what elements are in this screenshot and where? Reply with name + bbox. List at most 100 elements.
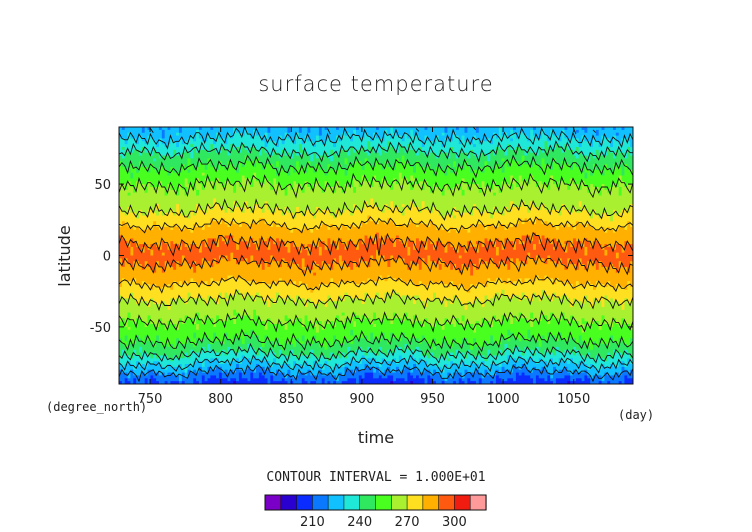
heatmap-cell: [558, 378, 563, 384]
heatmap-cell: [573, 155, 577, 162]
heatmap-cell: [247, 264, 251, 282]
heatmap-cell: [604, 286, 608, 297]
heatmap-cell: [581, 246, 586, 265]
heatmap-cell: [493, 295, 497, 317]
heatmap-cell: [561, 378, 566, 384]
heatmap-cell: [293, 246, 297, 265]
heatmap-cell: [530, 175, 534, 202]
heatmap-cell: [304, 172, 309, 182]
heatmap-cell: [124, 341, 129, 348]
heatmap-cell: [204, 304, 209, 317]
heatmap-cell: [158, 209, 163, 231]
heatmap-cell: [147, 226, 152, 251]
heatmap-cell: [324, 129, 329, 142]
heatmap-cell: [184, 366, 189, 374]
heatmap-cell: [147, 284, 152, 308]
heatmap-cell: [558, 141, 563, 148]
heatmap-cell: [136, 144, 140, 151]
heatmap-cell: [470, 361, 474, 374]
heatmap-cell: [584, 255, 588, 271]
heatmap-cell: [196, 178, 200, 191]
heatmap-cell: [173, 189, 177, 217]
heatmap-cell: [350, 146, 354, 168]
heatmap-cell: [258, 361, 263, 368]
heatmap-cell: [221, 378, 226, 384]
heatmap-cell: [258, 155, 263, 165]
heatmap-cell: [244, 332, 249, 354]
heatmap-cell: [358, 226, 363, 239]
heatmap-cell: [167, 321, 171, 348]
heatmap-cell: [407, 281, 411, 297]
heatmap-cell: [210, 129, 214, 140]
heatmap-cell: [356, 249, 360, 268]
heatmap-cell: [281, 215, 286, 225]
heatmap-cell: [276, 364, 280, 371]
heatmap-cell: [427, 209, 431, 228]
heatmap-cell: [413, 127, 417, 137]
heatmap-cell: [247, 226, 251, 248]
heatmap-cell: [130, 164, 134, 174]
heatmap-cell: [358, 338, 363, 348]
heatmap-cell: [276, 261, 280, 285]
heatmap-cell: [513, 224, 517, 251]
heatmap-cell: [621, 209, 626, 228]
heatmap-cell: [535, 375, 540, 384]
heatmap-cell: [447, 189, 451, 214]
heatmap-cell: [136, 284, 140, 305]
heatmap-cell: [170, 344, 174, 362]
heatmap-cell: [610, 152, 614, 174]
heatmap-cell: [587, 375, 591, 379]
heatmap-cell: [578, 146, 583, 154]
heatmap-cell: [318, 155, 323, 171]
heatmap-cell: [224, 355, 229, 362]
heatmap-cell: [210, 144, 214, 168]
heatmap-cell: [513, 338, 517, 348]
heatmap-cell: [587, 352, 591, 371]
heatmap-cell: [558, 321, 563, 334]
heatmap-cell: [287, 318, 291, 345]
heatmap-cell: [464, 127, 468, 134]
heatmap-cell: [307, 269, 311, 291]
heatmap-cell: [204, 261, 209, 282]
heatmap-cell: [230, 275, 234, 297]
heatmap-cell: [364, 335, 369, 357]
heatmap-cell: [181, 164, 186, 191]
heatmap-cell: [270, 349, 274, 368]
heatmap-cell: [227, 235, 231, 262]
heatmap-cell: [330, 169, 334, 188]
heatmap-cell: [256, 355, 260, 359]
heatmap-cell: [595, 127, 600, 131]
heatmap-cell: [198, 361, 203, 368]
heatmap-cell: [227, 275, 231, 297]
heatmap-cell: [435, 186, 440, 211]
heatmap-cell: [193, 272, 197, 282]
heatmap-cell: [410, 241, 414, 262]
heatmap-cell: [161, 155, 166, 168]
heatmap-cell: [304, 284, 309, 308]
heatmap-cell: [490, 258, 494, 282]
heatmap-cell: [124, 127, 129, 145]
heatmap-cell: [570, 338, 574, 354]
heatmap-cell: [164, 375, 169, 382]
heatmap-cell: [530, 378, 534, 384]
heatmap-cell: [473, 144, 477, 148]
heatmap-cell: [538, 321, 543, 348]
heatmap-cell: [184, 226, 189, 248]
heatmap-cell: [144, 352, 149, 368]
heatmap-cell: [413, 249, 417, 265]
heatmap-cell: [575, 212, 580, 222]
heatmap-cell: [130, 321, 134, 345]
heatmap-cell: [124, 224, 129, 242]
heatmap-cell: [573, 338, 577, 348]
heatmap-cell: [150, 155, 154, 165]
heatmap-cell: [364, 224, 369, 237]
heatmap-cell: [367, 298, 371, 319]
heatmap-cell: [178, 364, 183, 382]
heatmap-cell: [176, 172, 180, 197]
heatmap-cell: [261, 375, 266, 384]
heatmap-cell: [347, 378, 351, 384]
heatmap-cell: [384, 129, 389, 154]
heatmap-cell: [487, 349, 491, 371]
heatmap-cell: [210, 369, 214, 377]
heatmap-cell: [310, 324, 314, 345]
